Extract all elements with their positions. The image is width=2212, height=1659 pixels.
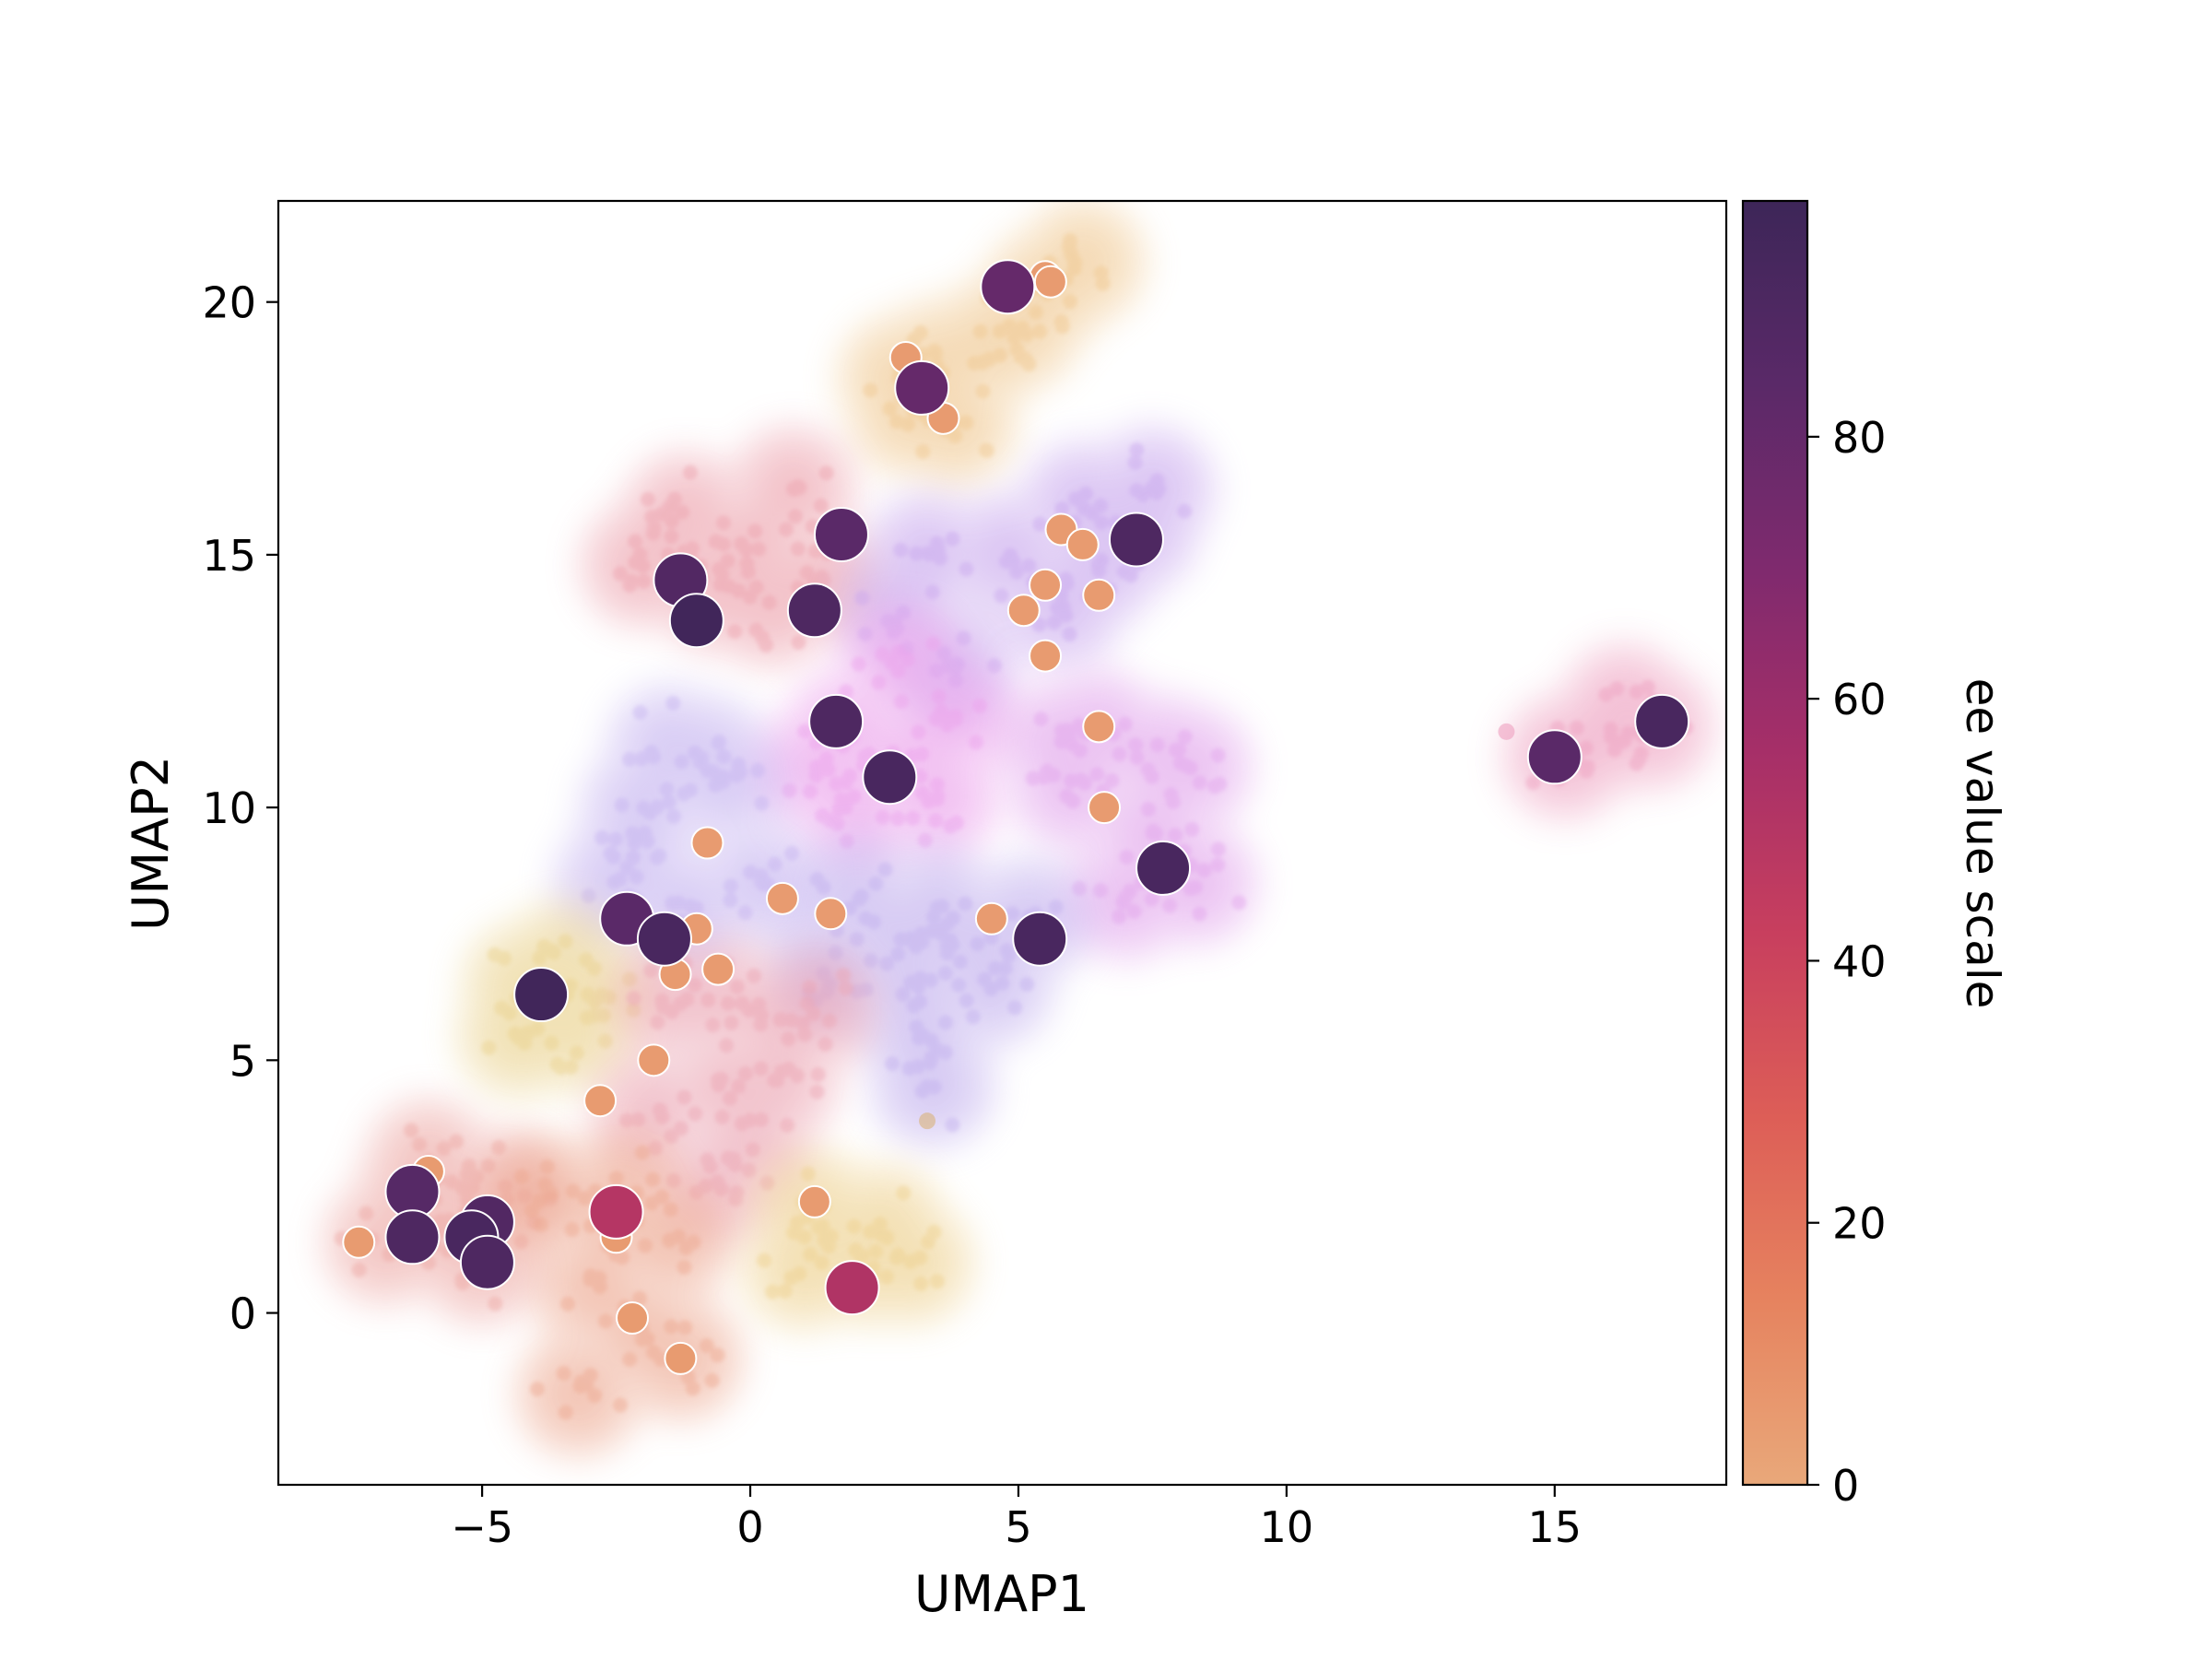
density-layer (321, 201, 1716, 1459)
colorbar-label: ee value scale (1956, 678, 2009, 1009)
large-point (1135, 840, 1192, 896)
small-point (1033, 265, 1067, 299)
colorbar-tick-label: 60 (1832, 675, 1887, 724)
x-tick-label: 15 (1528, 1502, 1583, 1552)
density-cluster (996, 666, 1260, 963)
colorbar-gradient (1741, 199, 1809, 1487)
large-point (384, 1209, 441, 1265)
small-point (1065, 527, 1100, 561)
small-point (664, 1341, 698, 1375)
y-tick-label: 15 (202, 531, 256, 581)
colorbar-ticks: 0 20 40 60 80 (1807, 413, 1887, 1511)
large-point (862, 749, 918, 806)
colorbar-tick-label: 80 (1832, 413, 1887, 463)
small-point (616, 1301, 650, 1335)
small-point (1029, 568, 1063, 602)
density-cluster (481, 1126, 746, 1459)
small-point (637, 1043, 671, 1077)
y-tick-label: 5 (229, 1036, 256, 1086)
density-cluster (589, 935, 879, 1246)
large-point (459, 1234, 515, 1290)
small-point (974, 901, 1008, 935)
y-tick-label: 10 (202, 783, 256, 833)
small-point (1082, 578, 1116, 612)
large-point (786, 582, 842, 639)
colorbar-tick-label: 0 (1832, 1461, 1859, 1511)
small-point (814, 897, 848, 931)
large-point (894, 359, 950, 416)
outlier-point (1498, 723, 1515, 740)
x-axis-label: UMAP1 (914, 1565, 1089, 1623)
large-point (513, 967, 570, 1023)
x-axis: −5 0 5 10 15 (451, 1485, 1582, 1552)
large-point (813, 506, 869, 562)
colorbar-tick-label: 40 (1832, 936, 1887, 986)
small-point (701, 952, 735, 986)
plot-frame (276, 199, 1728, 1487)
y-axis: 0 5 10 15 20 (202, 278, 278, 1339)
large-point (1012, 911, 1068, 967)
x-tick-label: 0 (736, 1502, 763, 1552)
small-point (690, 826, 724, 860)
small-point (765, 881, 799, 915)
small-point (797, 1184, 831, 1218)
y-axis-label: UMAP2 (122, 756, 180, 931)
small-point (1088, 791, 1122, 825)
plot-area (321, 201, 1716, 1459)
y-tick-label: 20 (202, 278, 256, 328)
small-point (342, 1225, 376, 1259)
large-point (1634, 693, 1690, 749)
density-cluster (551, 682, 826, 973)
small-point (583, 1084, 618, 1118)
small-point (1082, 710, 1116, 744)
large-points-layer (384, 259, 1690, 1316)
small-point (1006, 594, 1041, 628)
large-point (636, 911, 692, 967)
x-tick-label: 5 (1005, 1502, 1031, 1552)
large-point (588, 1183, 644, 1240)
outlier-point (919, 1112, 936, 1130)
small-point (1029, 639, 1063, 673)
y-tick-label: 0 (229, 1289, 256, 1339)
large-point (1526, 729, 1583, 785)
large-point (980, 259, 1036, 315)
colorbar-tick-label: 20 (1832, 1199, 1887, 1249)
x-tick-label: 10 (1260, 1502, 1314, 1552)
large-point (824, 1260, 880, 1316)
colorbar: 0 20 40 60 80 ee value scale (1741, 199, 2009, 1511)
x-tick-label: −5 (451, 1502, 513, 1552)
large-point (668, 593, 724, 649)
large-point (808, 693, 865, 749)
large-point (1108, 512, 1164, 568)
